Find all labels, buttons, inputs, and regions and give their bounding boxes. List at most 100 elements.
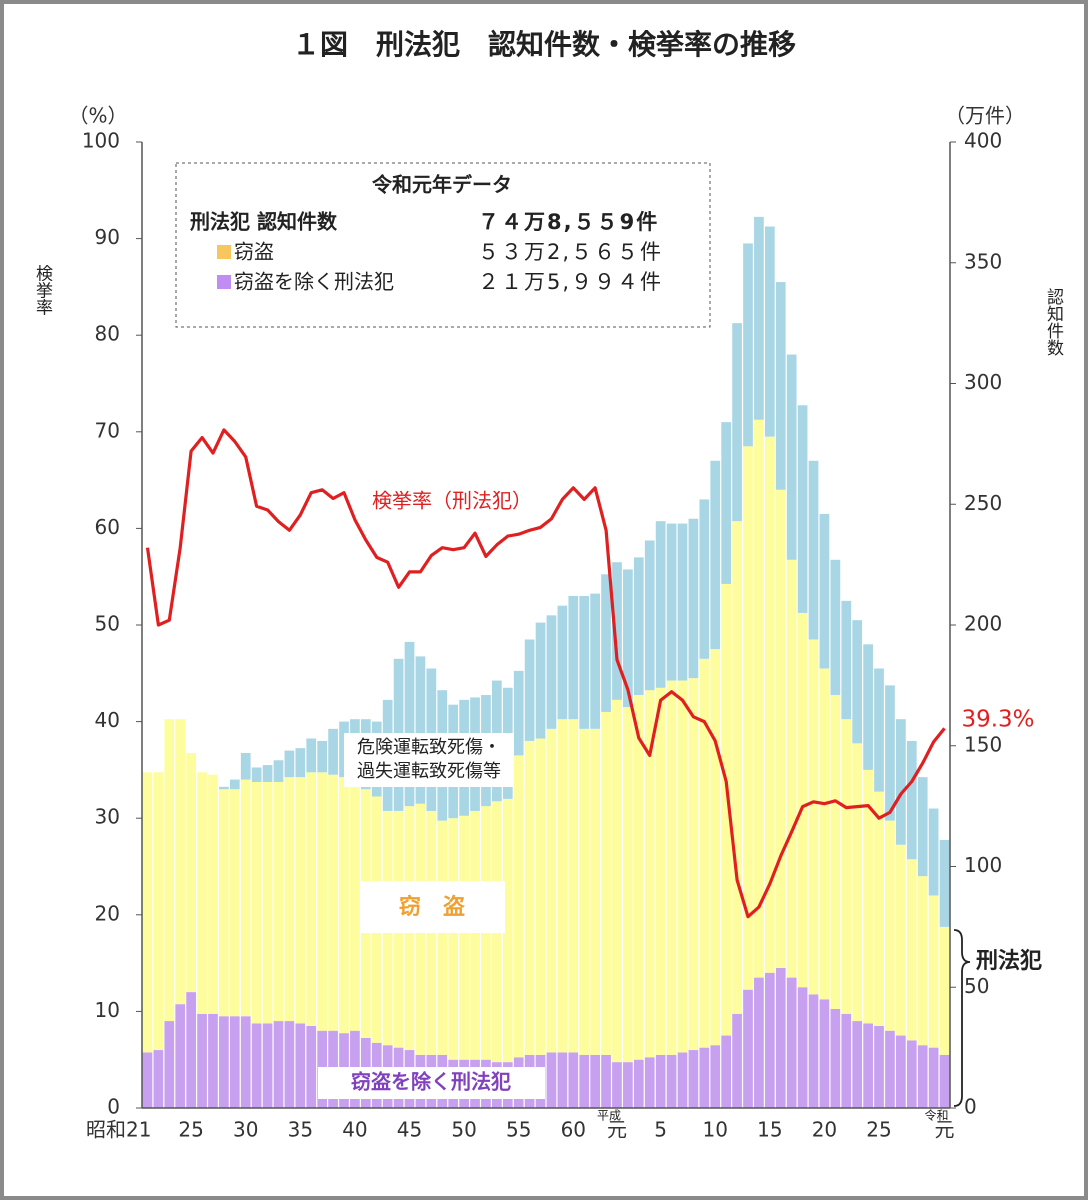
bar-segment <box>229 789 240 1017</box>
bar-segment <box>350 786 360 1031</box>
bar-segment <box>885 685 895 821</box>
bar-segment <box>666 523 677 681</box>
bar-segment <box>623 569 633 708</box>
bar-segment <box>906 859 917 1041</box>
bar-segment <box>590 728 600 1055</box>
bar-segment <box>623 1062 633 1108</box>
bar-segment <box>896 1035 906 1108</box>
x-tick-label: 30 <box>233 1118 258 1142</box>
bar-segment <box>775 967 786 1108</box>
bar-segment <box>197 1013 207 1108</box>
bar-segment <box>743 989 753 1108</box>
bar-segment <box>906 740 917 860</box>
bar-segment <box>513 670 524 756</box>
inset-marker <box>217 245 231 259</box>
y-tick-label: 70 <box>95 418 120 442</box>
bar-segment <box>251 767 262 782</box>
bar-segment <box>754 419 764 978</box>
bar-segment <box>830 695 841 1009</box>
bar-segment <box>928 1047 939 1108</box>
bar-segment <box>568 719 579 1053</box>
bar-segment <box>568 596 579 720</box>
bar-segment <box>317 772 328 1031</box>
bar-segment <box>339 777 349 1034</box>
bar-segment <box>284 777 295 1022</box>
bar-segment <box>219 786 229 790</box>
bar-segment <box>786 977 797 1108</box>
bar-segment <box>819 668 830 1000</box>
bar-segment <box>273 1021 284 1108</box>
label-bg <box>344 733 514 787</box>
bar-segment <box>240 752 251 780</box>
y-tick-label: 100 <box>82 129 120 153</box>
series-label: 窃 盗 <box>399 894 465 920</box>
inset-label: 窃盗を除く刑法犯 <box>234 270 394 294</box>
bar-segment <box>251 781 262 1024</box>
bar-segment <box>601 1054 611 1108</box>
bar-segment <box>819 513 830 669</box>
bar-segment <box>808 460 819 640</box>
bar-segment <box>175 719 186 1005</box>
y-tick-label: 0 <box>107 1095 120 1119</box>
bar-segment <box>754 216 764 420</box>
bar-segment <box>917 777 928 877</box>
bar-segment <box>557 1052 568 1108</box>
bar-segment <box>808 994 819 1108</box>
y-tick-label: 40 <box>95 708 120 732</box>
inset-marker <box>217 275 231 289</box>
bar-segment <box>688 518 699 679</box>
bar-segment <box>633 1059 644 1108</box>
bar-segment <box>546 1052 557 1108</box>
bar-segment <box>644 540 655 691</box>
bar-segment <box>775 282 786 490</box>
y-unit: （%） <box>68 104 127 128</box>
inset-title: 令和元年データ <box>372 173 512 197</box>
bar-segment <box>863 769 873 1024</box>
bar-segment <box>699 499 710 659</box>
series-label: 検挙率（刑法犯） <box>372 489 532 513</box>
y-tick-label: 30 <box>95 805 120 829</box>
bar-segment <box>229 1016 240 1108</box>
inset-label: 刑法犯 認知件数 <box>190 210 338 234</box>
bar-segment <box>808 639 819 995</box>
y-tick-label: 10 <box>95 998 120 1022</box>
bar-segment <box>568 1052 579 1108</box>
bar-segment <box>557 605 568 720</box>
bar-segment <box>612 1062 622 1108</box>
series-label: 危険運転致死傷・過失運転致死傷等 <box>357 737 501 782</box>
bar-segment <box>939 926 950 1055</box>
inset-label: 窃盗 <box>234 240 274 264</box>
brace-label: 刑法犯 <box>976 948 1042 974</box>
bar-segment <box>633 557 644 696</box>
bar-segment <box>743 243 753 447</box>
y-tick-label: 60 <box>95 515 120 539</box>
y2-tick-label: 250 <box>964 491 1002 515</box>
bar-segment <box>437 820 448 1055</box>
bar-segment <box>284 1021 295 1108</box>
bar-segment <box>885 820 895 1031</box>
bar-segment <box>775 489 786 968</box>
bar-segment <box>262 781 273 1024</box>
bar-segment <box>306 772 317 1026</box>
bar-segment <box>710 460 721 650</box>
bar-segment <box>732 521 742 1014</box>
bar-segment <box>699 658 710 1048</box>
bar-segment <box>240 1016 251 1108</box>
bar-segment <box>699 1047 710 1108</box>
bar-segment <box>830 559 841 696</box>
x-tick-label: 50 <box>451 1118 476 1142</box>
bar-segment <box>186 992 196 1108</box>
bar-segment <box>306 1025 317 1108</box>
x-tick-label: 元 <box>935 1118 955 1142</box>
x-tick-label: 45 <box>397 1118 422 1142</box>
bar-segment <box>721 1035 732 1108</box>
bar-segment <box>874 791 884 1026</box>
bar-segment <box>328 774 338 1031</box>
bar-segment <box>470 810 480 1060</box>
bar-segment <box>524 639 535 741</box>
bar-segment <box>153 1050 164 1108</box>
bar-segment <box>655 521 666 688</box>
bar-segment <box>732 323 742 522</box>
y2-tick-label: 200 <box>964 612 1002 636</box>
bar-segment <box>208 774 218 1014</box>
